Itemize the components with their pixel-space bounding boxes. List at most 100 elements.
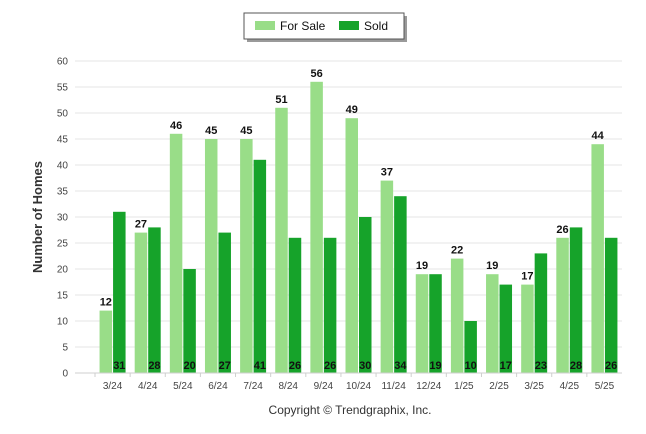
data-label-for-sale: 44 <box>592 130 605 142</box>
x-tick-label: 6/24 <box>208 381 228 392</box>
legend-swatch-sold <box>339 21 359 30</box>
bar-sold <box>253 159 267 373</box>
x-tick-label: 3/24 <box>103 381 123 392</box>
data-label-sold: 23 <box>535 360 547 372</box>
x-tick-label: 12/24 <box>416 381 441 392</box>
bar-sold <box>394 196 407 373</box>
x-tick-label: 5/24 <box>173 381 193 392</box>
bar-for-sale <box>556 237 569 373</box>
bar-for-sale <box>310 81 323 374</box>
bar-sold <box>359 217 372 373</box>
bar-for-sale <box>521 284 534 373</box>
data-label-sold: 17 <box>500 360 512 372</box>
data-label-sold: 30 <box>359 360 371 372</box>
y-tick-label: 50 <box>57 109 69 120</box>
x-tick-label: 8/24 <box>278 381 298 392</box>
bar-sold <box>499 284 513 373</box>
x-tick-label: 9/24 <box>314 381 334 392</box>
y-tick-label: 25 <box>57 239 69 250</box>
bar-sold <box>323 237 337 373</box>
bar-sold <box>464 321 477 373</box>
y-tick-label: 30 <box>57 213 69 224</box>
axes: 0 5 10 15 20 25 30 35 40 45 50 55 60 3/24 4/24 5/24 6/24… <box>57 57 622 392</box>
bar-sold <box>429 274 442 373</box>
data-label-sold: 10 <box>465 360 477 372</box>
legend-label-sold: Sold <box>364 19 388 33</box>
copyright-text: Copyright © Trendgraphix, Inc. <box>269 403 432 417</box>
data-label-for-sale: 19 <box>486 260 498 272</box>
bar-for-sale <box>204 139 218 373</box>
bar-for-sale <box>99 310 113 373</box>
y-tick-label: 5 <box>62 343 68 354</box>
data-label-sold: 41 <box>254 360 266 372</box>
bar-for-sale <box>345 118 358 373</box>
data-label-sold: 19 <box>429 360 441 372</box>
x-tick-label: 4/24 <box>138 381 158 392</box>
data-label-for-sale: 27 <box>135 219 147 231</box>
legend-swatch-for-sale <box>255 21 275 30</box>
data-label-sold: 20 <box>183 360 195 372</box>
bar-sold <box>288 237 302 373</box>
data-label-for-sale: 26 <box>556 224 568 236</box>
data-label-for-sale: 19 <box>416 260 428 272</box>
bars <box>99 81 618 374</box>
data-label-for-sale: 37 <box>381 167 393 179</box>
y-axis-label: Number of Homes <box>30 161 45 273</box>
y-tick-label: 15 <box>57 291 69 302</box>
bar-for-sale <box>169 133 183 373</box>
y-tick-label: 60 <box>57 57 69 68</box>
bar-sold <box>604 237 618 373</box>
data-label-for-sale: 45 <box>240 125 252 137</box>
data-label-sold: 31 <box>113 360 125 372</box>
bar-sold <box>569 227 583 373</box>
data-label-sold: 26 <box>605 360 617 372</box>
bar-for-sale <box>486 274 499 373</box>
x-tick-label: 1/25 <box>454 381 474 392</box>
bar-for-sale <box>415 274 429 373</box>
y-tick-label: 45 <box>57 135 69 146</box>
data-label-for-sale: 12 <box>100 297 112 309</box>
bar-sold <box>534 253 548 373</box>
legend-label-for-sale: For Sale <box>280 19 326 33</box>
bar-sold <box>113 211 126 373</box>
y-tick-label: 0 <box>62 369 68 380</box>
y-tick-label: 40 <box>57 161 69 172</box>
data-label-sold: 26 <box>324 360 336 372</box>
data-label-for-sale: 51 <box>275 94 287 106</box>
bar-sold <box>183 269 196 373</box>
bar-for-sale <box>275 107 288 374</box>
bar-sold <box>218 232 231 373</box>
labels: 12 31 27 28 46 20 45 27 45 41 51 26 56 26 49 30 37 34 19 19… <box>100 68 618 372</box>
legend-items: For Sale Sold <box>255 19 388 33</box>
legend: For Sale Sold <box>243 12 407 42</box>
x-tick-label: 2/25 <box>489 381 509 392</box>
data-label-sold: 28 <box>148 360 160 372</box>
data-label-sold: 26 <box>289 360 301 372</box>
data-label-for-sale: 45 <box>205 125 217 137</box>
data-label-for-sale: 49 <box>346 104 358 116</box>
x-tick-label: 4/25 <box>560 381 580 392</box>
data-label-sold: 27 <box>219 360 231 372</box>
data-label-for-sale: 22 <box>451 245 463 257</box>
data-label-for-sale: 56 <box>310 68 322 80</box>
y-tick-label: 10 <box>57 317 69 328</box>
bar-for-sale <box>240 139 253 373</box>
y-tick-label: 20 <box>57 265 69 276</box>
data-label-sold: 34 <box>394 360 407 372</box>
x-tick-label: 10/24 <box>346 381 371 392</box>
x-tick-label: 11/24 <box>381 381 406 392</box>
data-label-for-sale: 17 <box>521 271 533 283</box>
bar-sold <box>148 227 161 373</box>
bar-for-sale <box>380 180 394 373</box>
data-label-for-sale: 46 <box>170 120 182 132</box>
x-tick-label: 7/24 <box>243 381 263 392</box>
x-tick-label: 5/25 <box>595 381 615 392</box>
bar-for-sale <box>591 144 604 373</box>
data-label-sold: 28 <box>570 360 582 372</box>
bar-for-sale <box>450 258 464 373</box>
x-tick-label: 3/25 <box>524 381 544 392</box>
y-tick-label: 35 <box>57 187 69 198</box>
y-tick-label: 55 <box>57 83 69 94</box>
